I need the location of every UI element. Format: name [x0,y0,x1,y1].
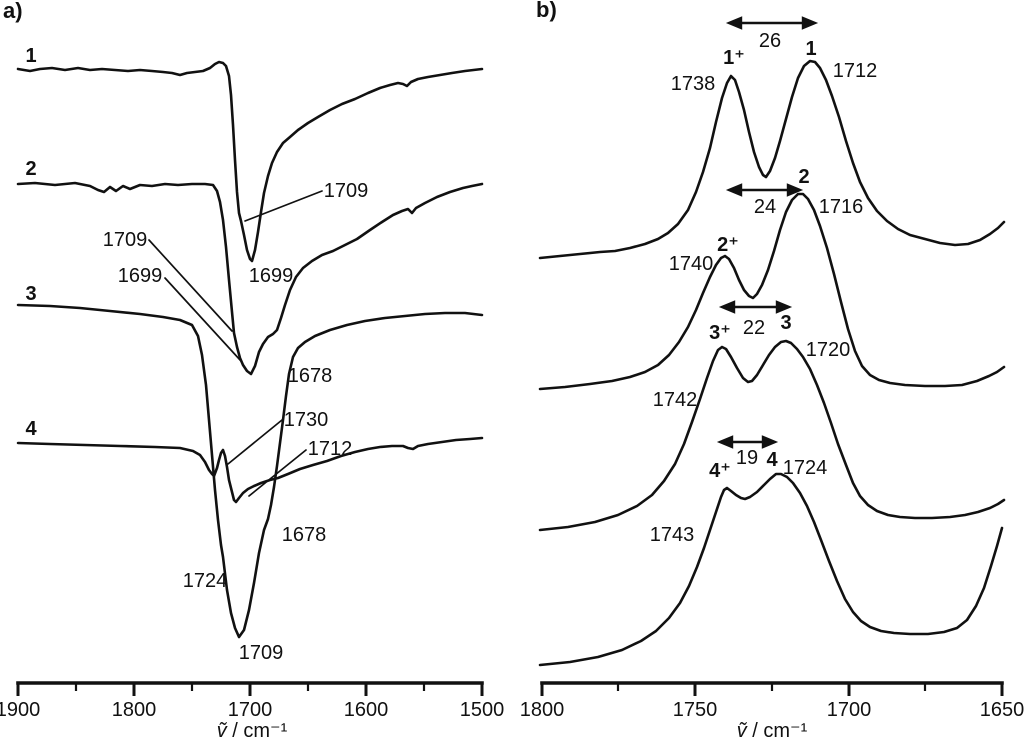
panel-a-ann-1709-curve1: 1709 [324,180,369,202]
panel-a-curve-label-4: 4 [25,418,37,440]
panel-a-spectrum-3 [16,303,484,639]
panel-a-ann-1678-curve2: 1678 [288,365,333,387]
panel-b-delta-19: 19 [736,447,758,469]
panel-b-tick-1750: 1750 [673,699,718,721]
panel-a-ann-1699-curve2: 1699 [118,265,163,287]
panel-b-ann-1738: 1738 [671,73,716,95]
panel-b-ann-1712: 1712 [833,60,878,82]
panel-b-tick-1700: 1700 [827,699,872,721]
panel-b-ann-1743: 1743 [650,524,695,546]
panel-b-peak-label-4plus: 4⁺ [709,460,731,482]
panel-b-peak-label-1: 1 [805,38,816,60]
panel-a-spectrum-1 [16,60,484,263]
panel-a-tick-1900: 1900 [0,699,40,721]
panel-a-tick-1500: 1500 [460,699,505,721]
panel-a-ann-1699-curve1: 1699 [249,265,294,287]
panel-a-ann-1730-curve4: 1730 [284,409,329,431]
panel-a-tick-1600: 1600 [344,699,389,721]
panel-b-spectrum-4 [538,472,1004,667]
panel-b-minor-ticks [616,684,927,691]
panel-a-ann-1678-curve3: 1678 [282,524,327,546]
panel-b-peak-label-2: 2 [798,166,809,188]
panel-b-letter: b) [536,0,557,22]
panel-b-ann-1740: 1740 [669,253,714,275]
panel-a: a) 1 2 3 4 1709 1699 1709 1699 1678 1730… [0,0,504,740]
panel-a-spectrum-4 [16,436,484,504]
panel-b-spectrum-2 [538,192,1006,391]
panel-b-spectrum-3 [538,339,1006,532]
panel-b-ann-1720: 1720 [806,339,851,361]
panel-a-major-ticks [16,684,484,696]
peak-separation-arrows [716,16,819,449]
panel-a-spectrum-2 [16,181,484,376]
panel-b-ann-1724: 1724 [783,457,828,479]
panel-b-ann-1716: 1716 [819,196,864,218]
panel-b-delta-24: 24 [754,196,776,218]
panel-a-tick-1700: 1700 [228,699,273,721]
panel-b-peak-label-3plus: 3⁺ [709,322,731,344]
panel-b-peak-label-2plus: 2⁺ [717,234,739,256]
panel-b-ann-1742: 1742 [653,389,698,411]
panel-b-tick-1800: 1800 [520,699,565,721]
panel-b-peak-label-3: 3 [780,312,791,334]
panel-b-spectrum-1 [538,59,1006,260]
panel-a-minor-ticks [74,684,426,691]
panel-a-curve-label-2: 2 [25,158,36,180]
panel-a-ann-1712-curve4: 1712 [308,438,353,460]
panel-a-curve-label-1: 1 [25,45,36,67]
panel-b-peak-label-1plus: 1⁺ [723,47,745,69]
panel-b: b) 1⁺ 1 2⁺ 2 3⁺ 3 4⁺ 4 26 24 22 19 1738 … [520,0,1024,740]
panel-b-tick-1650: 1650 [980,699,1024,721]
panel-a-tick-1800: 1800 [112,699,157,721]
panel-a-ann-1724-curve3: 1724 [183,570,228,592]
panel-b-peak-label-4: 4 [766,449,778,471]
panel-b-delta-26: 26 [759,30,781,52]
panel-a-x-axis-title: ṽ / cm⁻¹ [217,720,288,740]
panel-b-x-axis-title: ṽ / cm⁻¹ [737,720,808,740]
panel-a-ann-1709-curve2: 1709 [103,229,148,251]
panel-a-ann-1709-curve3: 1709 [239,642,284,664]
panel-a-leader-lines [148,190,323,497]
panel-b-delta-22: 22 [743,317,765,339]
panel-b-major-ticks [540,684,1004,696]
panel-a-letter: a) [3,0,23,23]
panel-a-curve-label-3: 3 [25,283,36,305]
